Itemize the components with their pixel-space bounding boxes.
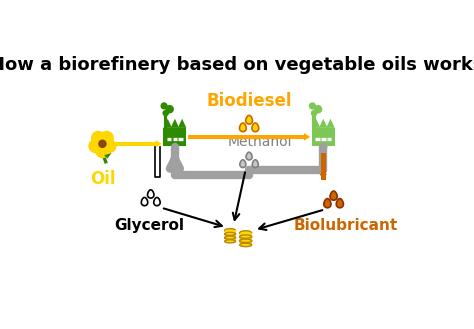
Polygon shape xyxy=(319,119,328,128)
Polygon shape xyxy=(336,199,344,208)
Polygon shape xyxy=(154,177,162,184)
Bar xyxy=(239,237,252,241)
Polygon shape xyxy=(104,153,111,159)
Bar xyxy=(115,141,155,146)
Ellipse shape xyxy=(225,240,236,243)
Circle shape xyxy=(98,139,107,148)
Ellipse shape xyxy=(239,239,252,242)
Circle shape xyxy=(161,102,168,110)
Text: Oil: Oil xyxy=(90,170,115,188)
Bar xyxy=(239,233,252,237)
Circle shape xyxy=(309,102,316,110)
Circle shape xyxy=(165,105,174,114)
Bar xyxy=(164,116,167,128)
Ellipse shape xyxy=(225,236,236,239)
Text: Glycerol: Glycerol xyxy=(114,218,184,233)
Polygon shape xyxy=(252,123,259,132)
Polygon shape xyxy=(154,197,160,206)
Circle shape xyxy=(311,110,318,116)
Bar xyxy=(164,128,186,146)
Polygon shape xyxy=(171,119,179,128)
Bar xyxy=(225,234,236,238)
Text: Biolubricant: Biolubricant xyxy=(293,218,398,233)
Circle shape xyxy=(100,131,114,145)
Polygon shape xyxy=(319,174,327,180)
Bar xyxy=(155,153,160,184)
Ellipse shape xyxy=(239,231,252,235)
Text: Biodiesel: Biodiesel xyxy=(206,92,292,110)
Bar xyxy=(225,238,236,241)
Circle shape xyxy=(314,105,322,114)
Ellipse shape xyxy=(225,236,236,240)
Polygon shape xyxy=(326,119,335,128)
Ellipse shape xyxy=(225,232,236,236)
Polygon shape xyxy=(252,160,258,167)
Polygon shape xyxy=(246,115,253,124)
Polygon shape xyxy=(239,123,246,132)
Ellipse shape xyxy=(239,235,252,239)
Text: Methanol: Methanol xyxy=(227,135,292,149)
Ellipse shape xyxy=(225,232,236,236)
Polygon shape xyxy=(155,140,162,148)
Circle shape xyxy=(163,110,169,116)
Ellipse shape xyxy=(239,243,252,247)
Polygon shape xyxy=(304,133,310,141)
Circle shape xyxy=(91,131,105,145)
Circle shape xyxy=(88,139,103,153)
Polygon shape xyxy=(240,160,246,167)
Polygon shape xyxy=(330,191,337,200)
Circle shape xyxy=(95,144,109,158)
Text: How a biorefinery based on vegetable oils works: How a biorefinery based on vegetable oil… xyxy=(0,56,474,74)
Bar xyxy=(239,241,252,245)
Ellipse shape xyxy=(225,229,236,232)
Polygon shape xyxy=(178,119,186,128)
Polygon shape xyxy=(164,119,172,128)
Polygon shape xyxy=(312,119,320,128)
Ellipse shape xyxy=(239,239,252,243)
Ellipse shape xyxy=(239,235,252,238)
Bar xyxy=(312,116,316,128)
Polygon shape xyxy=(246,152,252,160)
Bar xyxy=(225,231,236,234)
Bar xyxy=(312,128,335,146)
Bar xyxy=(321,153,326,180)
Bar xyxy=(188,135,304,139)
Polygon shape xyxy=(147,190,154,198)
Circle shape xyxy=(102,139,117,153)
Polygon shape xyxy=(324,199,331,208)
Polygon shape xyxy=(141,197,148,206)
